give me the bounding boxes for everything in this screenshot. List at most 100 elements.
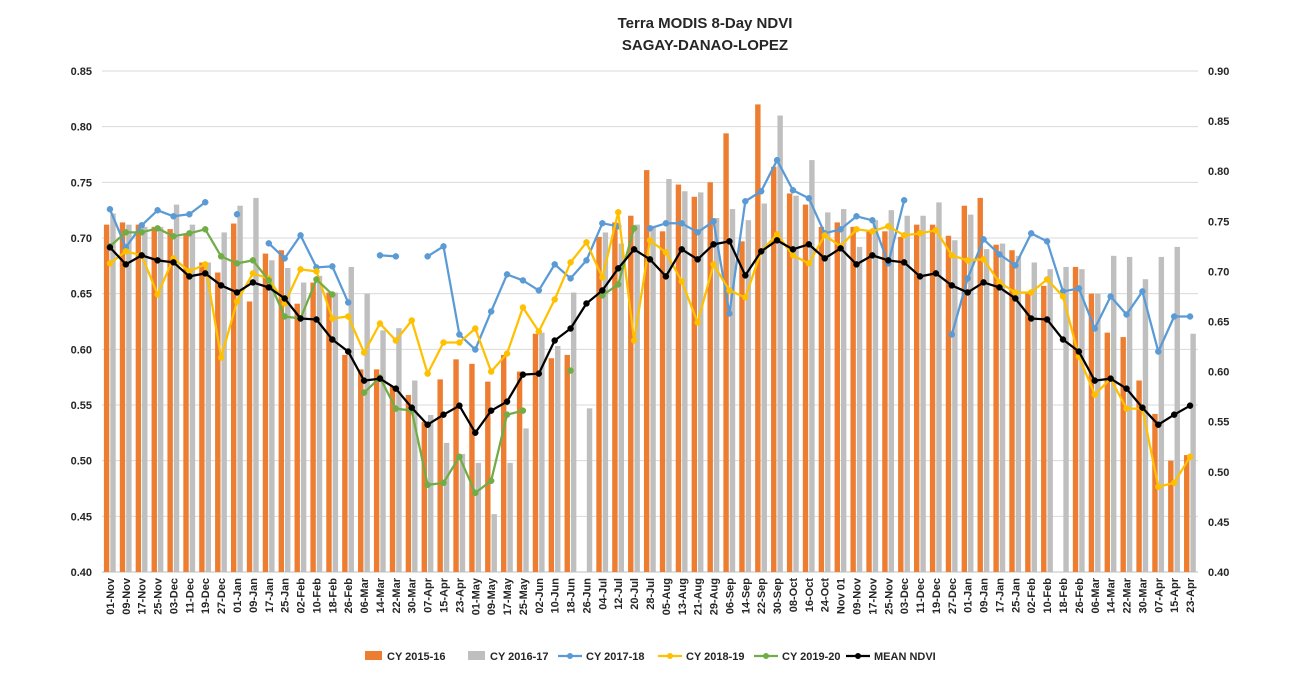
bar [888,210,895,572]
data-point [154,207,161,214]
data-point [170,233,177,240]
x-tick-label: 01-Jan [232,578,244,613]
bar [945,235,952,573]
y-right-tick-label: 0.80 [1208,166,1229,178]
data-point [186,211,193,218]
data-point [154,225,161,232]
bar [866,231,872,572]
data-point [583,257,590,264]
x-tick-label: 06-Mar [359,577,371,613]
data-point [329,315,336,322]
data-point [535,328,543,335]
data-point [821,255,828,262]
bar [485,381,491,572]
bar [389,386,396,572]
data-point [1170,313,1178,320]
data-point [360,389,368,396]
bar [793,195,799,572]
bar [475,462,482,572]
bar [618,243,624,573]
x-tick-label: 13-Aug [677,578,689,615]
bar [983,249,990,572]
x-tick-label: 22-Sep [756,578,768,614]
x-tick-label: 30-Sep [772,578,784,614]
bar [1088,293,1095,572]
y-right-tick-label: 0.75 [1208,216,1229,228]
bar [809,160,815,573]
x-tick-label: 25-Nov [883,577,895,615]
x-tick-label: 19-Dec [931,578,943,614]
data-point [757,187,765,195]
bar [342,354,348,572]
data-point [456,453,463,461]
data-point [503,398,511,405]
x-tick-label: 04-Jul [597,578,609,610]
bar [920,215,926,572]
data-point [472,346,479,353]
bar [523,428,529,572]
data-point [678,278,686,285]
data-point [805,241,813,248]
data-point [726,310,733,317]
data-point [392,385,400,392]
data-point [853,226,860,233]
legend-label: CY 2015-16 [387,651,446,663]
data-point [614,265,622,272]
data-point [440,411,447,418]
bar [103,224,110,572]
data-point [1123,385,1130,392]
x-tick-label: 10-Feb [1042,578,1054,614]
data-point [106,206,114,213]
data-point [1075,348,1083,355]
bar [555,345,561,572]
data-point [376,375,384,382]
data-point [567,325,574,332]
x-tick-label: 02-Feb [296,578,308,614]
bar [278,250,285,572]
bar [586,408,593,572]
data-point [472,325,479,332]
x-tick-label: 01-May [470,577,482,615]
data-point [551,261,558,268]
data-point [297,315,304,322]
data-point [487,308,495,315]
bar [961,205,968,573]
data-point [1139,404,1146,411]
data-point [980,236,987,243]
data-point [186,273,193,280]
bar [110,213,116,573]
data-point [662,273,670,280]
x-tick-label: 03-Dec [899,578,911,614]
y-left-tick-label: 0.65 [71,289,92,301]
data-point [742,198,749,205]
data-point [980,279,987,286]
data-point [948,282,956,289]
x-tick-label: 25-Nov [153,577,165,615]
bar [1079,269,1085,572]
bar [825,212,831,573]
data-point [487,477,495,485]
data-point [217,253,225,260]
data-point [694,256,701,263]
y-left-tick-label: 0.40 [71,567,92,579]
data-point [964,257,971,264]
bar [786,193,793,572]
legend-marker [667,653,673,659]
x-tick-label: 10-Jun [550,578,562,614]
y-left-tick-label: 0.60 [71,344,92,356]
bar [348,266,354,572]
x-tick-label: 27-Dec [216,578,228,614]
x-tick-label: 22-Mar [391,577,403,613]
x-tick-label: 18-Feb [327,578,339,614]
data-point [773,237,781,244]
data-point [710,261,717,268]
data-point [392,405,400,412]
data-point [122,261,130,268]
bar [818,226,825,572]
bar [237,205,243,573]
x-tick-label: 09-Nov [121,577,133,615]
bar [151,226,157,572]
bar [285,268,291,572]
data-point [360,377,368,384]
